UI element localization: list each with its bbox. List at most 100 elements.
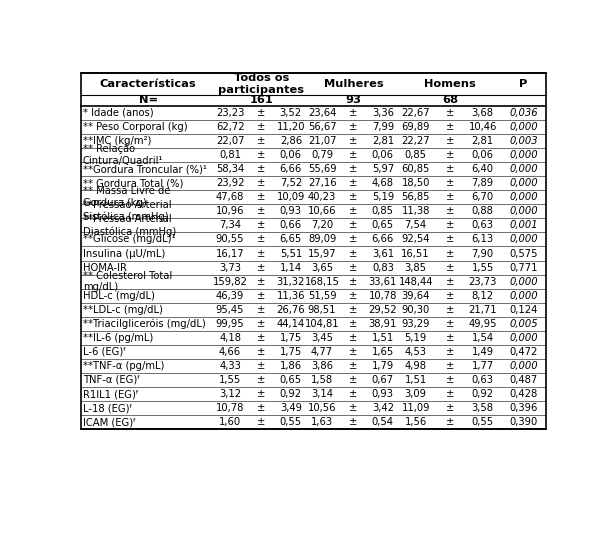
Text: 2,81: 2,81	[372, 136, 394, 146]
Text: 1,65: 1,65	[371, 347, 394, 357]
Text: ±: ±	[446, 122, 454, 132]
Text: 3,61: 3,61	[372, 248, 394, 258]
Text: Insulina (μU/mL): Insulina (μU/mL)	[83, 248, 165, 258]
Text: 0,55: 0,55	[471, 417, 494, 427]
Text: 90,30: 90,30	[401, 305, 430, 315]
Text: 3,09: 3,09	[404, 389, 427, 399]
Text: 0,124: 0,124	[509, 305, 538, 315]
Text: 2,81: 2,81	[471, 136, 494, 146]
Text: ±: ±	[257, 248, 266, 258]
Text: 98,51: 98,51	[308, 305, 336, 315]
Text: 3,68: 3,68	[471, 108, 494, 118]
Text: ±: ±	[349, 291, 357, 301]
Text: ±: ±	[257, 305, 266, 315]
Text: 4,68: 4,68	[372, 178, 394, 188]
Text: ±: ±	[349, 248, 357, 258]
Text: 58,34: 58,34	[216, 164, 244, 174]
Text: ±: ±	[349, 347, 357, 357]
Text: ±: ±	[257, 108, 266, 118]
Text: ±: ±	[446, 221, 454, 231]
Text: 6,65: 6,65	[280, 234, 302, 244]
Text: 0,88: 0,88	[472, 206, 493, 216]
Text: ±: ±	[349, 263, 357, 273]
Text: 11,09: 11,09	[401, 403, 430, 413]
Text: 4,33: 4,33	[219, 361, 241, 371]
Text: 0,06: 0,06	[372, 150, 394, 160]
Text: 0,93: 0,93	[280, 206, 302, 216]
Text: 0,63: 0,63	[471, 375, 494, 385]
Text: 2,86: 2,86	[280, 136, 302, 146]
Text: 5,51: 5,51	[280, 248, 302, 258]
Text: ** Relação
Cintura/Quadril¹: ** Relação Cintura/Quadril¹	[83, 144, 163, 166]
Text: 0,83: 0,83	[372, 263, 394, 273]
Text: 21,07: 21,07	[308, 136, 336, 146]
Text: 95,45: 95,45	[216, 305, 244, 315]
Text: 68: 68	[442, 95, 458, 105]
Text: ±: ±	[257, 417, 266, 427]
Text: 7,90: 7,90	[471, 248, 494, 258]
Text: ** Massa Livre de
Gordura (kg): ** Massa Livre de Gordura (kg)	[83, 186, 171, 208]
Text: R1IL1 (EG)ᶠ: R1IL1 (EG)ᶠ	[83, 389, 138, 399]
Text: ±: ±	[349, 319, 357, 329]
Text: 1,63: 1,63	[311, 417, 333, 427]
Text: 40,23: 40,23	[308, 192, 336, 202]
Text: ±: ±	[446, 403, 454, 413]
Text: L-6 (EG)ᶠ: L-6 (EG)ᶠ	[83, 347, 126, 357]
Text: ±: ±	[349, 108, 357, 118]
Text: 3,12: 3,12	[219, 389, 241, 399]
Text: ±: ±	[446, 108, 454, 118]
Text: 11,38: 11,38	[401, 206, 430, 216]
Text: ±: ±	[257, 347, 266, 357]
Text: 10,78: 10,78	[368, 291, 397, 301]
Text: 39,64: 39,64	[401, 291, 430, 301]
Text: Mulheres: Mulheres	[323, 79, 383, 88]
Text: ±: ±	[257, 361, 266, 371]
Text: Todos os
participantes: Todos os participantes	[219, 73, 304, 95]
Text: ±: ±	[257, 122, 266, 132]
Text: 0,000: 0,000	[509, 164, 538, 174]
Text: 0,55: 0,55	[280, 417, 302, 427]
Text: 0,396: 0,396	[509, 403, 538, 413]
Text: 23,64: 23,64	[308, 108, 336, 118]
Text: ±: ±	[446, 178, 454, 188]
Text: 1,75: 1,75	[280, 333, 302, 343]
Text: 0,000: 0,000	[509, 361, 538, 371]
Text: 0,93: 0,93	[372, 389, 394, 399]
Text: 1,56: 1,56	[404, 417, 427, 427]
Text: 0,65: 0,65	[372, 221, 394, 231]
Text: **LDL-c (mg/dL): **LDL-c (mg/dL)	[83, 305, 163, 315]
Text: 56,85: 56,85	[401, 192, 430, 202]
Text: 26,76: 26,76	[276, 305, 305, 315]
Text: ±: ±	[349, 178, 357, 188]
Text: Homens: Homens	[424, 79, 476, 88]
Text: 0,66: 0,66	[280, 221, 302, 231]
Text: 0,000: 0,000	[509, 150, 538, 160]
Text: 6,70: 6,70	[471, 192, 494, 202]
Text: 1,75: 1,75	[280, 347, 302, 357]
Text: ±: ±	[257, 333, 266, 343]
Text: 92,54: 92,54	[401, 234, 430, 244]
Text: 31,32: 31,32	[276, 276, 305, 286]
Text: 22,27: 22,27	[401, 136, 430, 146]
Text: 3,65: 3,65	[311, 263, 333, 273]
Text: 3,49: 3,49	[280, 403, 302, 413]
Text: 22,67: 22,67	[401, 108, 430, 118]
Text: 159,82: 159,82	[213, 276, 247, 286]
Text: * Idade (anos): * Idade (anos)	[83, 108, 153, 118]
Text: 33,61: 33,61	[368, 276, 397, 286]
Text: 0,92: 0,92	[280, 389, 302, 399]
Text: **Glicose (mg/dL)¹: **Glicose (mg/dL)¹	[83, 234, 175, 244]
Text: 6,13: 6,13	[471, 234, 494, 244]
Text: 0,85: 0,85	[404, 150, 427, 160]
Text: ±: ±	[257, 136, 266, 146]
Text: 0,000: 0,000	[509, 178, 538, 188]
Text: 93: 93	[345, 95, 361, 105]
Text: 161: 161	[250, 95, 273, 105]
Text: ±: ±	[349, 164, 357, 174]
Text: 1,14: 1,14	[280, 263, 302, 273]
Text: 62,72: 62,72	[216, 122, 244, 132]
Text: 0,575: 0,575	[509, 248, 538, 258]
Text: 0,000: 0,000	[509, 192, 538, 202]
Text: 0,390: 0,390	[509, 417, 538, 427]
Text: ±: ±	[257, 234, 266, 244]
